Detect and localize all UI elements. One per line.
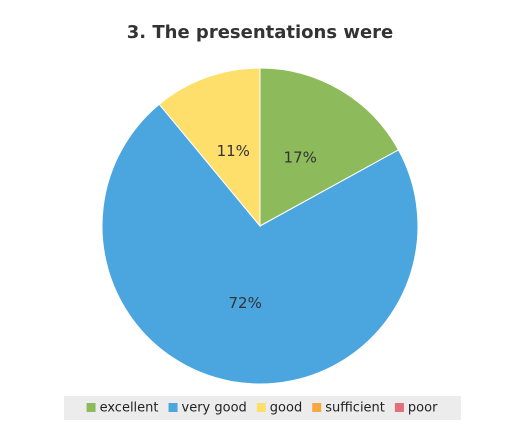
legend-label: very good bbox=[182, 401, 247, 416]
legend-marker bbox=[394, 403, 404, 412]
legend-label: good bbox=[270, 401, 302, 416]
chart-title: 3. The presentations were bbox=[127, 22, 394, 43]
legend-label: sufficient bbox=[325, 401, 385, 416]
legend-label: poor bbox=[408, 401, 438, 416]
data-label: 72% bbox=[229, 294, 262, 312]
pie-slice bbox=[158, 67, 261, 228]
legend-label: excellent bbox=[100, 401, 159, 416]
pie-slice bbox=[259, 67, 400, 227]
legend-marker bbox=[256, 403, 266, 412]
data-label: 11% bbox=[217, 142, 250, 160]
pie-slice bbox=[101, 103, 419, 385]
legend-marker bbox=[312, 403, 322, 412]
legend-marker bbox=[168, 403, 178, 412]
data-label: 17% bbox=[284, 149, 317, 167]
legend-marker bbox=[86, 403, 96, 412]
